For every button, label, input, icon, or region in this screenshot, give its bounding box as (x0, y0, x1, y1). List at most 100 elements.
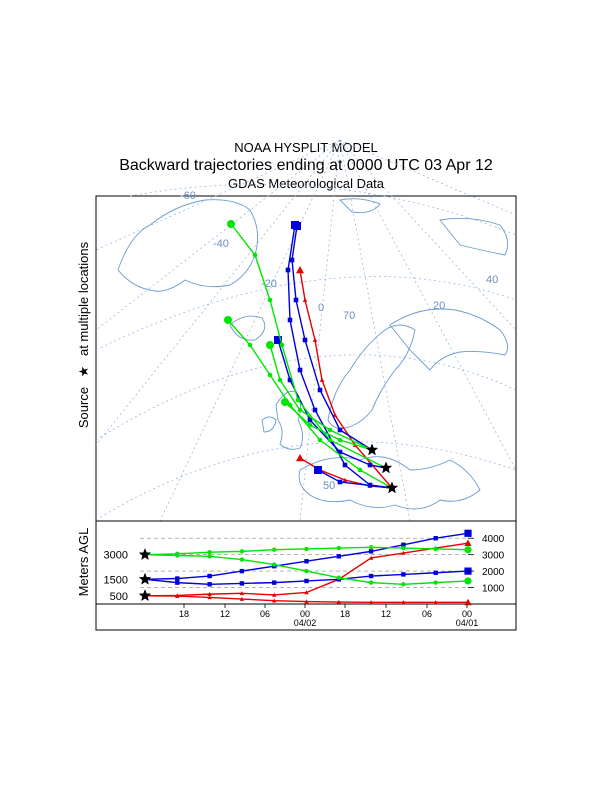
blue-trajectory-marker (302, 337, 308, 343)
longitude-line (339, 139, 517, 471)
blue-trajectory-marker (314, 466, 322, 474)
red-profile-marker (272, 592, 277, 597)
map-trajectories (224, 220, 399, 494)
coastline (327, 324, 416, 429)
time-tick-label: 00 (462, 609, 472, 619)
coastline (339, 198, 381, 214)
red-profile-marker (464, 539, 472, 547)
green-profile-marker (368, 580, 374, 585)
right-axis-label: 3000 (482, 551, 505, 562)
green-trajectory-marker (224, 316, 232, 324)
right-axis-label: 4000 (482, 534, 505, 545)
blue-trajectory-marker (287, 317, 293, 323)
time-tick-label: 18 (340, 609, 350, 619)
green-trajectory-marker (307, 422, 313, 428)
blue-profile-marker (304, 559, 309, 564)
blue-profile-marker (464, 529, 472, 537)
blue-profile-marker (272, 580, 277, 585)
source-star (379, 461, 393, 474)
green-trajectory (284, 401, 373, 451)
latitude-line (95, 441, 517, 521)
green-profile-marker (336, 545, 341, 551)
longitude-line (95, 139, 341, 446)
coastline (389, 308, 509, 371)
green-profile-marker (433, 546, 438, 552)
graticule (95, 139, 517, 522)
green-profile-marker (175, 553, 180, 558)
vertical-profile: 3000 1500 500 4000 3000 2000 1000 18 12 06 00 18 12 0… (95, 520, 517, 631)
green-profile-marker (304, 546, 309, 552)
red-trajectory-marker (332, 412, 338, 417)
source-side-label: Source ★ at multiple locations (76, 241, 91, 428)
green-profile-marker (239, 549, 245, 554)
source-star (385, 481, 399, 494)
green-trajectory-marker (327, 437, 333, 443)
red-profile-marker (368, 600, 374, 605)
longitude-line (339, 139, 517, 216)
green-profile-marker (464, 577, 472, 585)
trajectory-map: -60 -40 -20 0 20 40 70 50 (95, 139, 517, 522)
blue-trajectory-marker (317, 387, 323, 393)
red-trajectory-marker (342, 477, 348, 482)
blue-trajectory-marker (337, 427, 343, 433)
red-profile-marker (368, 555, 374, 560)
blue-profile-marker (207, 582, 212, 587)
green-trajectory-marker (279, 342, 285, 348)
blue-trajectory-marker (297, 367, 303, 373)
blue-profile-marker (401, 572, 406, 577)
blue-trajectory-marker (289, 257, 295, 263)
green-trajectory-marker (357, 467, 363, 473)
svg-text:Meters AGL: Meters AGL (76, 528, 91, 597)
green-profile-marker (368, 545, 374, 550)
green-profile-marker (433, 580, 438, 585)
blue-profile-marker (207, 573, 212, 579)
green-trajectory-marker (317, 437, 323, 443)
green-trajectory-marker (281, 398, 289, 406)
blue-profile-marker (401, 542, 406, 547)
green-trajectory-marker (252, 252, 258, 258)
coastline (298, 456, 481, 510)
blue-profile-marker (336, 554, 341, 559)
profile-frame (95, 520, 517, 631)
blue-profile-marker (304, 578, 309, 584)
green-trajectory-marker (247, 342, 253, 348)
green-trajectory-marker (295, 397, 301, 403)
green-trajectory-marker (277, 377, 283, 383)
source-star (365, 443, 379, 456)
blue-trajectory-marker (367, 462, 373, 468)
green-trajectory-marker (227, 220, 235, 228)
blue-profile-marker (368, 549, 374, 554)
blue-trajectory-marker (337, 479, 343, 485)
green-profile-marker (401, 582, 406, 587)
svg-text:Source ★ at multip: Source ★ at multiple locations (76, 241, 91, 428)
longitude-line (339, 139, 517, 331)
lon-label-m40: -40 (213, 238, 229, 250)
time-tick-label: 12 (381, 609, 391, 619)
coastline (229, 315, 266, 341)
red-profile-marker (239, 591, 245, 596)
blue-trajectory (287, 224, 393, 489)
date-label: 04/01 (456, 618, 479, 628)
profile-source-star (138, 548, 152, 561)
red-profile-marker (401, 600, 406, 605)
lon-label-20: 20 (433, 300, 445, 312)
profile-series (138, 529, 472, 606)
longitude-line (95, 139, 341, 331)
blue-profile-marker (175, 576, 180, 581)
blue-profile-marker (239, 568, 245, 574)
green-profile-marker (207, 550, 212, 555)
date-label: 04/02 (294, 618, 317, 628)
red-profile-marker (207, 595, 212, 600)
profile-source-star (138, 589, 152, 602)
source-label-suffix: at multiple locations (76, 241, 91, 356)
red-trajectory-marker (296, 266, 304, 274)
blue-trajectory-marker (312, 407, 318, 413)
blue-profile-marker (433, 536, 438, 541)
time-tick-label: 18 (179, 609, 189, 619)
red-profile-marker (433, 600, 438, 605)
red-profile-marker (304, 599, 309, 604)
data-source: GDAS Meteorological Data (228, 176, 385, 191)
green-trajectory-marker (267, 372, 273, 378)
green-trajectory-marker (327, 427, 333, 433)
coastline (275, 390, 303, 450)
